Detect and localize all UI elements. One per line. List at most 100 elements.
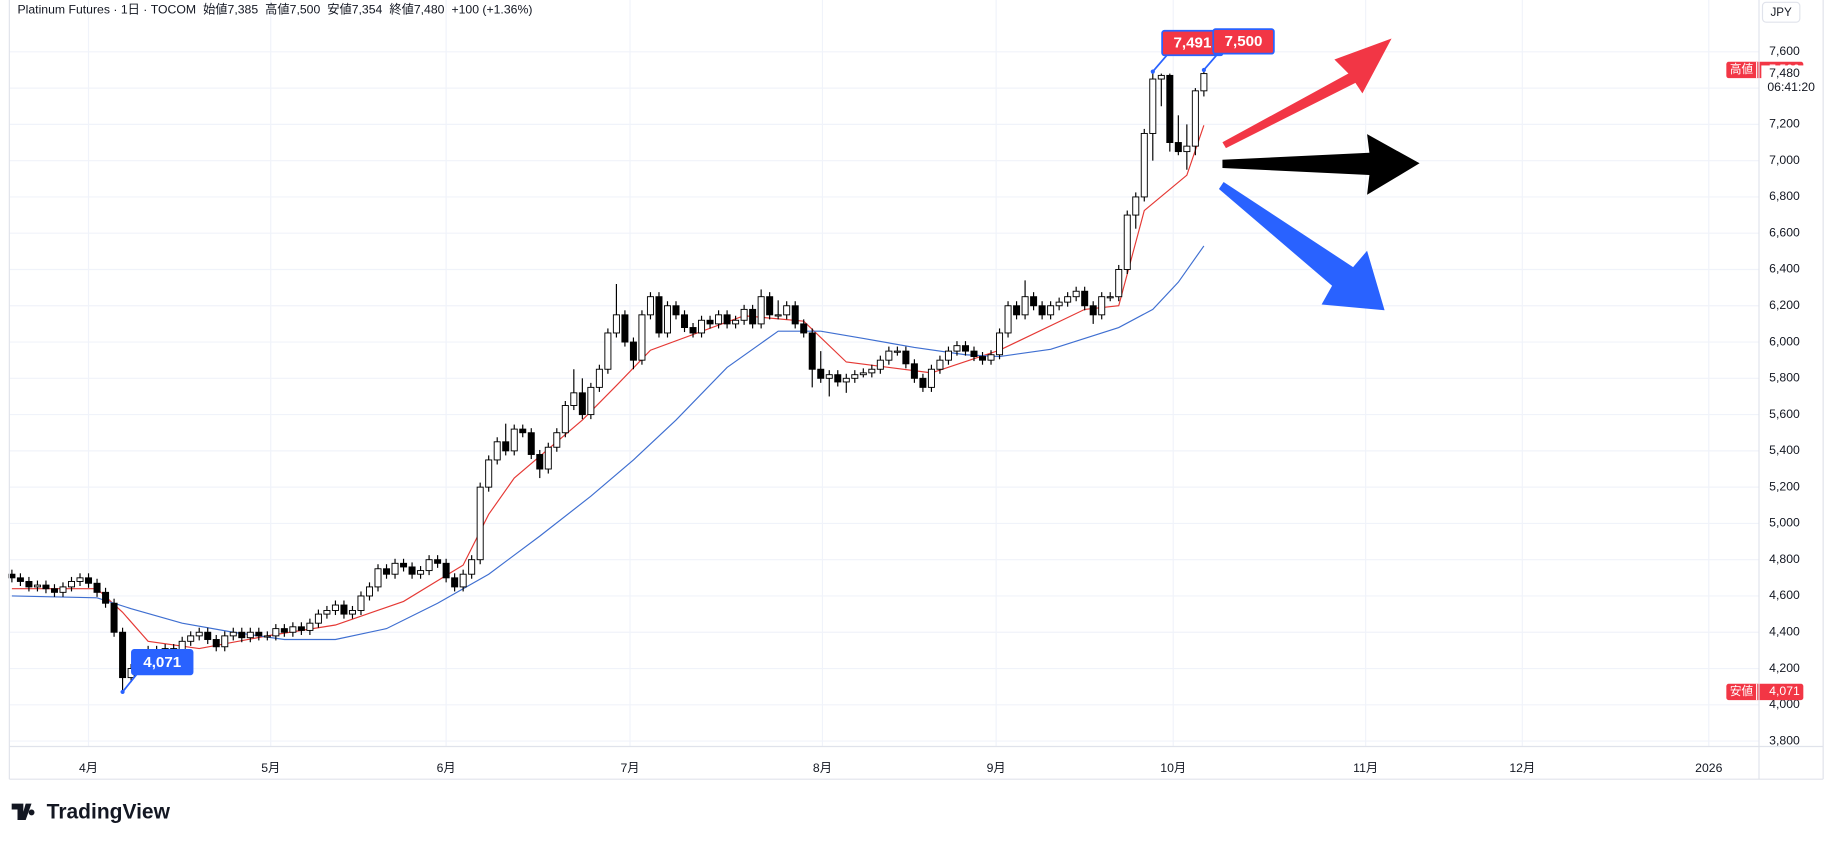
currency: JPY (1770, 6, 1792, 19)
y-tick-label: 6,800 (1769, 189, 1800, 203)
candle-body (519, 428, 527, 434)
candle-body (1140, 132, 1148, 198)
y-tick-label: 7,000 (1769, 153, 1800, 167)
candle-body (485, 459, 493, 488)
candle-body (919, 377, 927, 388)
candle-body (238, 631, 246, 639)
low-marker-box (1726, 683, 1804, 701)
y-tick-label: 6,600 (1769, 225, 1800, 239)
callout-leader (121, 673, 138, 693)
candle-body (910, 363, 918, 379)
candle-body (876, 359, 884, 370)
candle-body (791, 305, 799, 325)
candle-body (289, 626, 297, 633)
candle-body (434, 559, 442, 564)
candle-body (732, 319, 740, 325)
candle-body (187, 635, 195, 642)
y-tick-label: 7,600 (1769, 44, 1800, 58)
candle-body (987, 354, 995, 361)
candle-body (280, 628, 288, 633)
low-marker-label: 4,071 (1769, 684, 1800, 698)
candle-body (67, 580, 75, 588)
candle-body (255, 631, 263, 637)
candle-body (944, 350, 952, 361)
y-tick-label: 6,000 (1769, 334, 1800, 348)
candle-body (391, 562, 399, 575)
up-arrow (1222, 38, 1392, 149)
candle-body (76, 577, 84, 582)
candle-body (221, 635, 229, 648)
candle-body (229, 631, 237, 637)
candle-body (578, 392, 586, 416)
candle-body (868, 368, 876, 374)
candle-body (1166, 74, 1174, 143)
candle-body (1072, 290, 1080, 298)
candle-body (851, 374, 859, 379)
candle-body (1021, 296, 1029, 316)
candle-body (400, 562, 408, 568)
x-tick-label: 7月 (621, 761, 640, 775)
candle-body (902, 350, 910, 365)
candle-body (604, 332, 612, 370)
candle-body (612, 314, 620, 334)
header-field: 高値7,500 (265, 2, 320, 17)
candle-body (723, 314, 731, 325)
candle-body (1106, 296, 1114, 299)
down-arrow (1218, 181, 1385, 311)
candle-body (996, 332, 1004, 356)
grid-layer: 3,800 4,000 4,200 4,400 4,600 4,800 5,000 5,200… (9, 0, 1800, 775)
y-tick-label: 5,200 (1769, 479, 1800, 493)
candle-body (348, 610, 356, 615)
candle-body (1004, 305, 1012, 334)
header-symbol: Platinum Futures · 1日 · TOCOM (18, 3, 197, 17)
candle-body (1183, 145, 1191, 153)
x-tick-label: 10月 (1160, 761, 1186, 775)
callout-leader (1203, 53, 1219, 71)
candle-body (749, 308, 757, 325)
candle-body (936, 359, 944, 370)
candle-body (374, 568, 382, 588)
candle-body (681, 314, 689, 328)
candle-body (740, 308, 748, 321)
candle-body (357, 595, 365, 611)
candle-body (621, 314, 629, 343)
flat-arrow (1222, 134, 1420, 195)
y-tick-label: 3,800 (1769, 733, 1800, 747)
candle-body (323, 610, 331, 615)
y-tick-label: 4,200 (1769, 661, 1800, 675)
candle-body (178, 640, 186, 651)
candle-body (1038, 305, 1046, 316)
candle-body (502, 441, 510, 452)
x-tick-label: 6月 (437, 761, 456, 775)
last-price-box (1761, 65, 1818, 96)
candle-body (195, 631, 203, 637)
candle-body (970, 350, 978, 358)
header-field: 安値7,354 (327, 2, 382, 17)
x-tick-label: 9月 (987, 761, 1006, 775)
candle-body (638, 314, 646, 361)
candle-body (570, 392, 578, 406)
candle-body (698, 319, 706, 334)
candle-body (306, 622, 314, 631)
callout-point (1201, 67, 1206, 73)
y-tick-label: 5,000 (1769, 516, 1800, 530)
candle-body (953, 345, 961, 352)
candle-body (1132, 196, 1140, 216)
y-tick-label: 5,400 (1769, 443, 1800, 457)
candle-body (85, 577, 93, 584)
candle-body (42, 584, 50, 590)
candle-body (553, 432, 561, 448)
candle-body (672, 305, 680, 316)
candle-body (1064, 296, 1072, 303)
candle-body (893, 350, 901, 353)
candle-body (110, 602, 118, 633)
callout-box (131, 649, 194, 676)
candle-body (263, 635, 271, 638)
x-tick-label: 12月 (1509, 761, 1535, 775)
candle-body (383, 568, 391, 575)
header-field: 始値7,385 (203, 2, 258, 17)
candle-body (493, 441, 501, 461)
candle-body (365, 586, 373, 597)
candle-body (119, 631, 127, 679)
